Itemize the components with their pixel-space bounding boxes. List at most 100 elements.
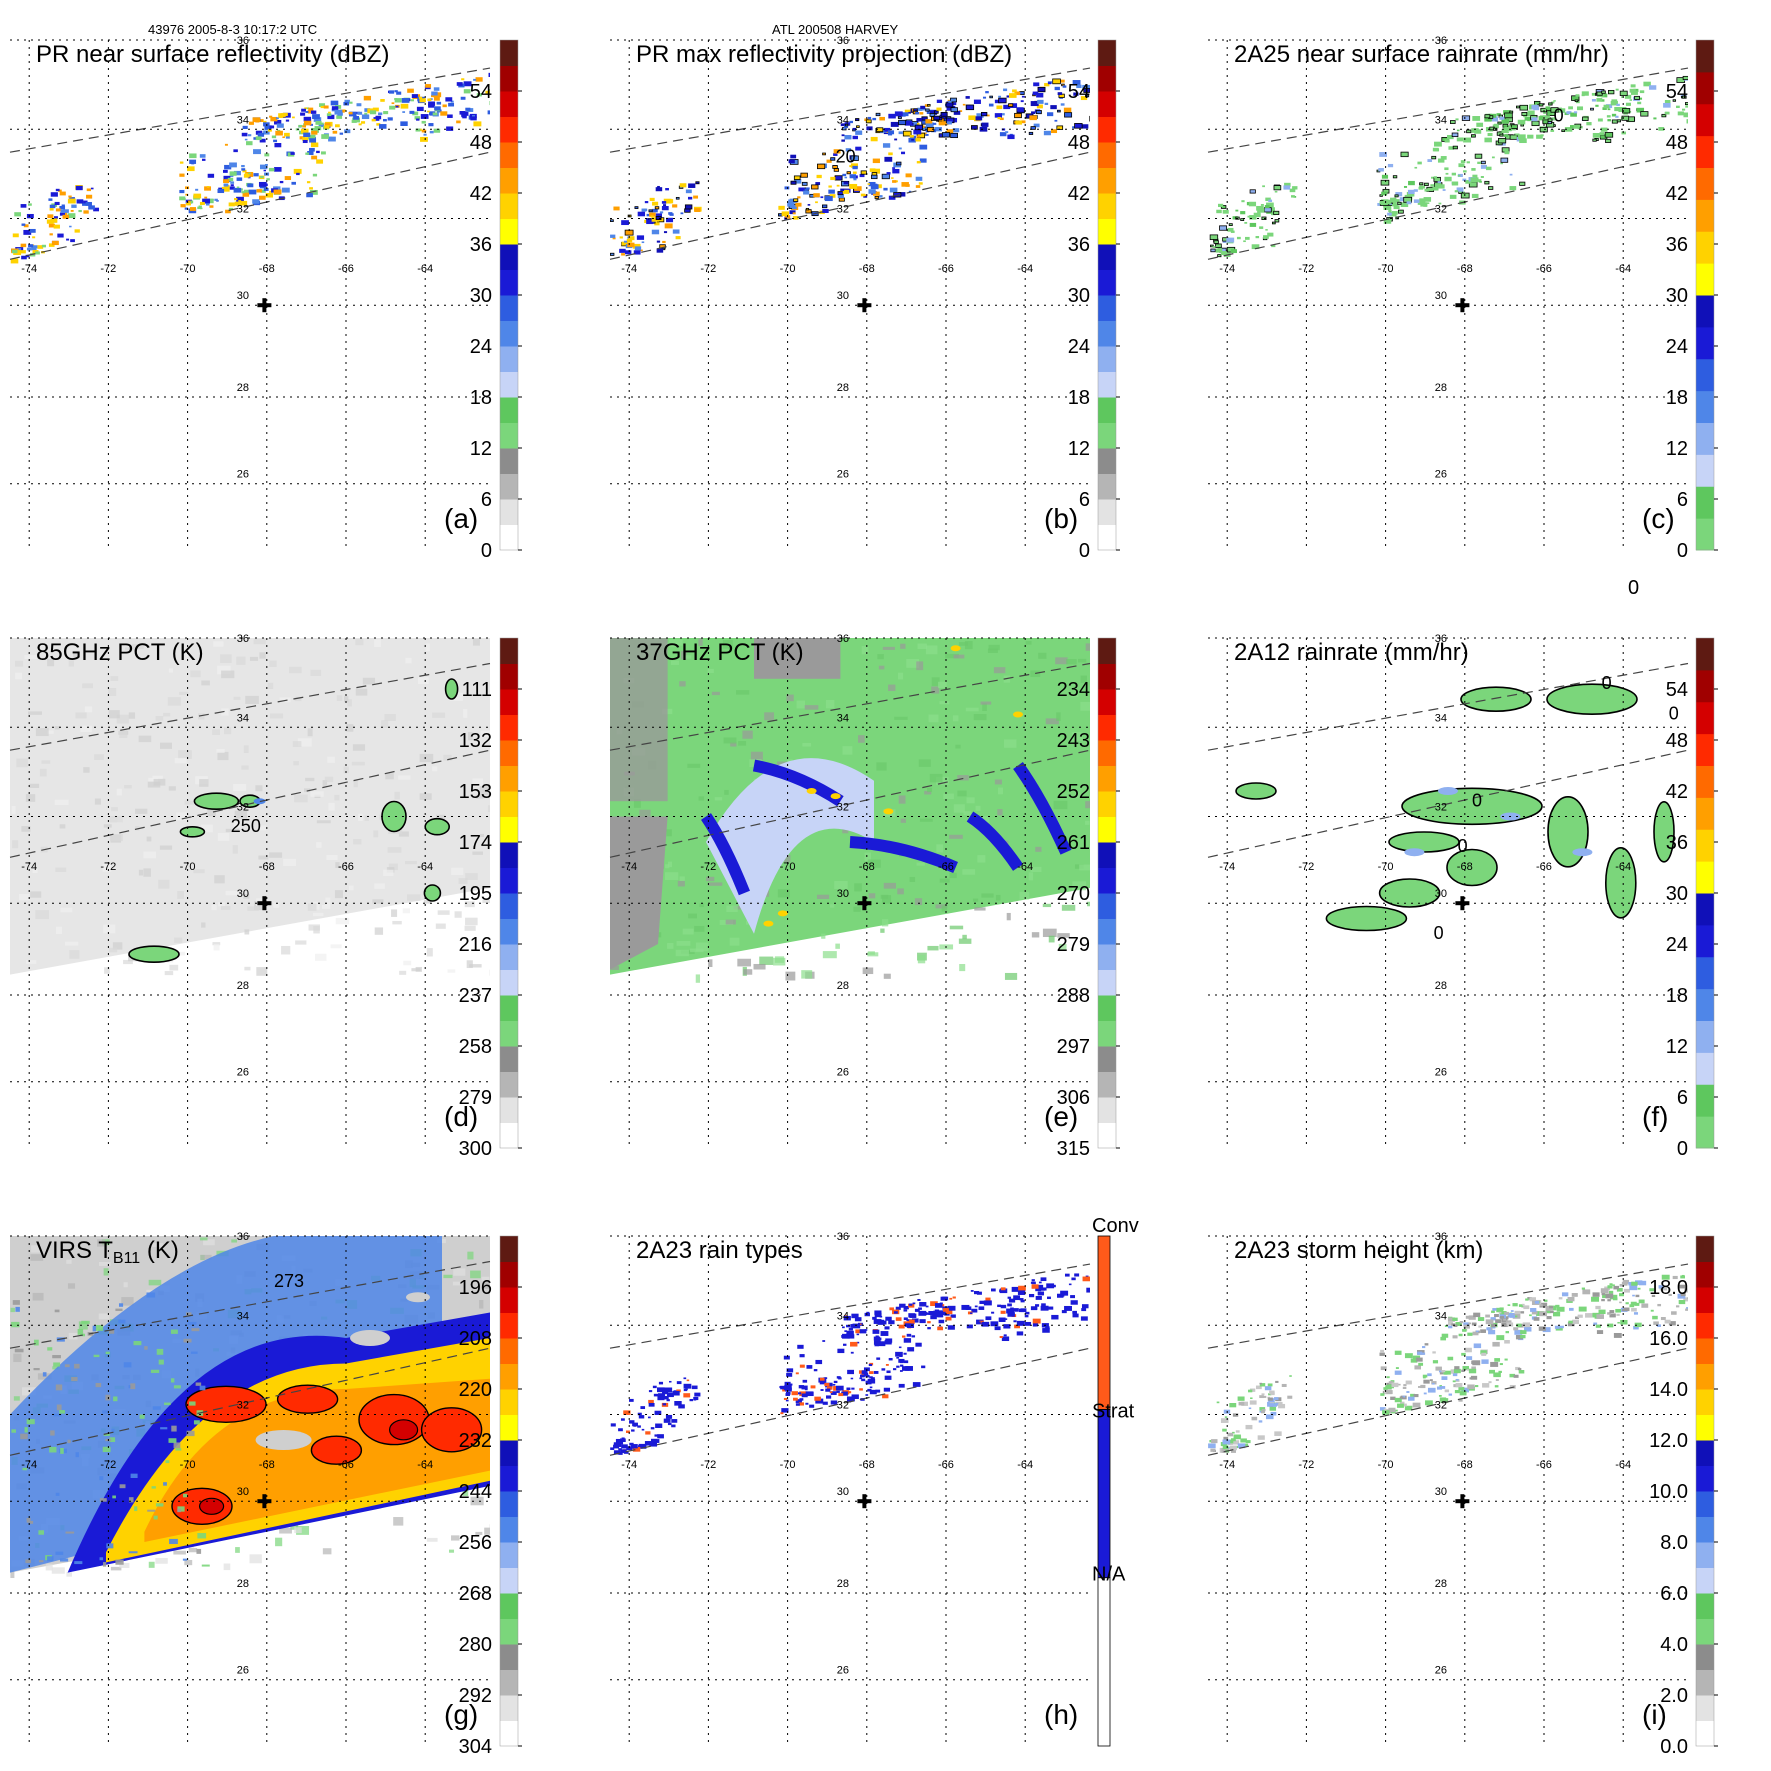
lon-label: -64 [417,861,433,873]
colorbar-tick-label: 237 [459,985,492,1007]
colorbar-tick-label: 48 [470,132,492,154]
lon-label: -72 [1298,861,1314,873]
lon-label: -70 [780,263,796,275]
contour-label: 0 [1554,106,1564,126]
colorbar: 54 48 42 36 30 24 18 12 6 0 [1666,39,1718,562]
colorbar-tick-label: 14.0 [1649,1379,1688,1401]
lon-label: -66 [938,861,954,873]
lat-label: 34 [1435,1310,1447,1322]
lon-label: -68 [859,263,875,275]
colorbar-tick-label: 54 [1666,679,1688,701]
contour-label: 273 [274,1271,304,1291]
colorbar-tick-label: 4.0 [1660,1634,1688,1656]
colorbar-tick-label: 30 [1666,285,1688,307]
colorbar-tick-label: 268 [459,1583,492,1605]
storm-center-cross-icon [857,1494,872,1509]
lon-label: -72 [100,263,116,275]
lat-label: 30 [1435,290,1447,302]
colorbar-tick-label: 18 [470,387,492,409]
colorbar-tick-label: 0 [1677,540,1688,562]
colorbar: 54 48 42 36 30 24 18 12 6 0 [1666,637,1718,1160]
colorbar-tick-label: 54 [1068,81,1090,103]
lat-label: 34 [237,1310,249,1322]
lon-label: -74 [21,1459,37,1471]
storm-center-cross-icon [257,896,272,911]
lat-label: 36 [1435,633,1447,645]
lat-label: 36 [1435,1231,1447,1243]
lon-label: -72 [100,861,116,873]
colorbar-tick-label: 10.0 [1649,1481,1688,1503]
panel-g-image [10,1236,490,1579]
lat-label: 26 [837,1067,849,1079]
colorbar-tick-label: 24 [470,336,492,358]
colorbar-tick-label: 270 [1057,883,1090,905]
colorbar-tick-label: 244 [459,1481,492,1503]
lat-label: 30 [837,1486,849,1498]
lat-label: 30 [237,1486,249,1498]
lon-label: -74 [1219,263,1235,275]
lon-label: -74 [21,263,37,275]
lat-label: 28 [837,1578,849,1590]
lat-label: 34 [237,114,249,126]
panel-b-image [610,78,1090,256]
colorbar-tick-label: 6.0 [1660,1583,1688,1605]
lat-label: 32 [837,802,849,814]
colorbar-tick-label: 234 [1057,679,1090,701]
lon-label: -74 [1219,1459,1235,1471]
panel-letter: (e) [1044,1101,1078,1132]
contour-label: 0 [1472,790,1482,810]
colorbar-tick-label: 30 [1666,883,1688,905]
colorbar-tick-label: 153 [459,781,492,803]
contour-label: 20 [836,146,856,166]
colorbar-category-label: N/A [1092,1564,1126,1586]
colorbar-tick-label: 6 [1079,489,1090,511]
colorbar: 54 48 42 36 30 24 18 12 6 0 [1068,39,1120,562]
lon-label: -64 [1615,861,1631,873]
colorbar-tick-label: 297 [1057,1036,1090,1058]
panel-c: -74 -72 -70 -68 -66 -64 36 34 32 30 28 26 0 2A25 near… [1207,35,1718,562]
panel-title: 2A25 near surface rainrate (mm/hr) [1234,41,1609,68]
panel-h-image [610,1273,1090,1455]
lat-label: 36 [837,35,849,47]
lat-label: 32 [837,1400,849,1412]
colorbar-tick-label: 0 [481,540,492,562]
colorbar-tick-label: 16.0 [1649,1328,1688,1350]
colorbar-tick-label: 36 [1666,832,1688,854]
lat-label: 32 [1435,1400,1447,1412]
lat-label: 36 [1435,35,1447,47]
lon-label: -64 [1017,1459,1033,1471]
colorbar-tick-label: 24 [1666,934,1688,956]
colorbar-tick-label: 256 [459,1532,492,1554]
contour-label: 250 [231,816,261,836]
lat-label: 34 [837,114,849,126]
storm-center-cross-icon [257,1494,272,1509]
panel-letter: (c) [1642,503,1675,534]
lat-label: 34 [837,712,849,724]
colorbar-tick-label: 220 [459,1379,492,1401]
panel-title: 2A12 rainrate (mm/hr) [1234,639,1469,666]
colorbar-tick-label: 6 [481,489,492,511]
panel-letter: (g) [444,1699,478,1730]
lon-label: -70 [1378,263,1394,275]
colorbar-tick-label: 12 [470,438,492,460]
colorbar-tick-label: 279 [459,1087,492,1109]
lat-label: 32 [237,204,249,216]
lon-label: -68 [1457,1459,1473,1471]
lon-label: -72 [700,263,716,275]
colorbar-tick-label: 288 [1057,985,1090,1007]
colorbar-tick-label: 36 [1666,234,1688,256]
lon-label: -68 [259,263,275,275]
lon-label: -70 [1378,861,1394,873]
colorbar-tick-label: 111 [462,679,492,701]
lat-label: 28 [837,980,849,992]
lat-label: 26 [237,1665,249,1677]
lat-label: 30 [1435,1486,1447,1498]
lat-label: 30 [1435,888,1447,900]
lon-label: -68 [859,861,875,873]
colorbar-tick-label: 54 [470,81,492,103]
colorbar-tick-label: 252 [1057,781,1090,803]
colorbar-tick-label: 279 [1057,934,1090,956]
lon-label: -74 [21,861,37,873]
panel-e-image [610,638,1090,983]
